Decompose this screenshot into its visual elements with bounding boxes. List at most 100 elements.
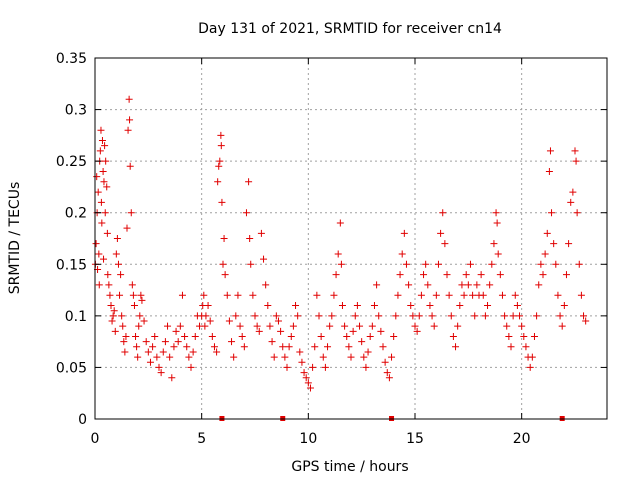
data-point (218, 198, 226, 206)
data-point (462, 271, 470, 279)
data-point (127, 209, 135, 217)
data-point (498, 291, 506, 299)
data-point (385, 374, 393, 382)
data-point (321, 363, 329, 371)
data-point (558, 322, 566, 330)
grid-lines (95, 58, 607, 419)
data-point (302, 374, 310, 382)
data-point (390, 332, 398, 340)
data-point (366, 332, 374, 340)
data-point (439, 209, 447, 217)
data-point (119, 322, 127, 330)
data-point (332, 271, 340, 279)
data-point (405, 281, 413, 289)
data-point (111, 327, 119, 335)
data-point (103, 183, 111, 191)
data-point (409, 312, 417, 320)
data-point (204, 302, 212, 310)
data-point (200, 291, 208, 299)
data-point (398, 250, 406, 258)
data-point (255, 327, 263, 335)
data-point (132, 332, 140, 340)
data-point (149, 343, 157, 351)
data-point (116, 291, 124, 299)
data-point (92, 240, 100, 248)
data-point (123, 224, 131, 232)
data-point (253, 322, 261, 330)
data-point (161, 338, 169, 346)
data-point (270, 353, 278, 361)
data-point (202, 312, 210, 320)
data-point (422, 260, 430, 268)
data-point (565, 240, 573, 248)
data-point (246, 235, 254, 242)
data-point (216, 157, 224, 165)
data-point (185, 353, 193, 361)
data-point (140, 317, 148, 325)
data-point (358, 338, 366, 346)
data-point (484, 302, 492, 310)
data-point (146, 358, 154, 366)
data-point (234, 291, 242, 299)
data-point (428, 312, 436, 320)
data-point (334, 250, 342, 258)
data-point (268, 338, 276, 346)
data-point (159, 348, 167, 356)
chart-title: Day 131 of 2021, SRMTID for receiver cn1… (198, 21, 502, 37)
data-point (379, 343, 387, 351)
data-point (98, 219, 106, 227)
data-point (118, 312, 126, 320)
data-point (110, 307, 118, 315)
data-point (479, 291, 487, 299)
data-point (337, 260, 345, 268)
data-point (206, 317, 214, 325)
data-point (100, 255, 108, 263)
data-point (240, 343, 248, 351)
plot-frame (94, 57, 608, 420)
data-point (430, 322, 438, 330)
data-point (100, 178, 108, 186)
data-point (516, 312, 524, 320)
data-point (520, 332, 528, 340)
data-point (232, 312, 240, 320)
data-point (526, 363, 534, 371)
data-point (105, 281, 113, 289)
data-point (456, 302, 464, 310)
data-point (133, 343, 141, 351)
data-point (249, 291, 257, 299)
y-tick-label: 0.2 (65, 206, 87, 222)
data-point (230, 353, 238, 361)
data-point (356, 322, 364, 330)
data-point (99, 167, 107, 175)
data-point (324, 343, 332, 351)
data-point (137, 291, 145, 299)
data-point (464, 281, 472, 289)
data-point (311, 343, 319, 351)
data-point (537, 260, 545, 268)
data-point (469, 291, 477, 299)
x-tick-label: 10 (299, 431, 317, 447)
data-point (257, 229, 265, 237)
data-point (113, 235, 121, 242)
data-point (368, 322, 376, 330)
data-point (353, 302, 361, 310)
data-point (454, 322, 462, 330)
data-point (215, 162, 223, 170)
data-point (560, 302, 568, 310)
data-point (341, 322, 349, 330)
data-point (447, 312, 455, 320)
data-point (550, 240, 558, 248)
data-point (300, 369, 308, 377)
data-point (106, 291, 114, 299)
x-axis-title: GPS time / hours (291, 459, 408, 475)
data-point (539, 271, 547, 279)
data-point (103, 229, 111, 237)
data-point (95, 250, 103, 258)
data-point (503, 322, 511, 330)
data-point (420, 271, 428, 279)
data-point (277, 327, 285, 335)
y-tick-label: 0.1 (65, 309, 87, 325)
data-point (494, 250, 502, 258)
data-point (129, 291, 137, 299)
data-point (220, 235, 228, 242)
